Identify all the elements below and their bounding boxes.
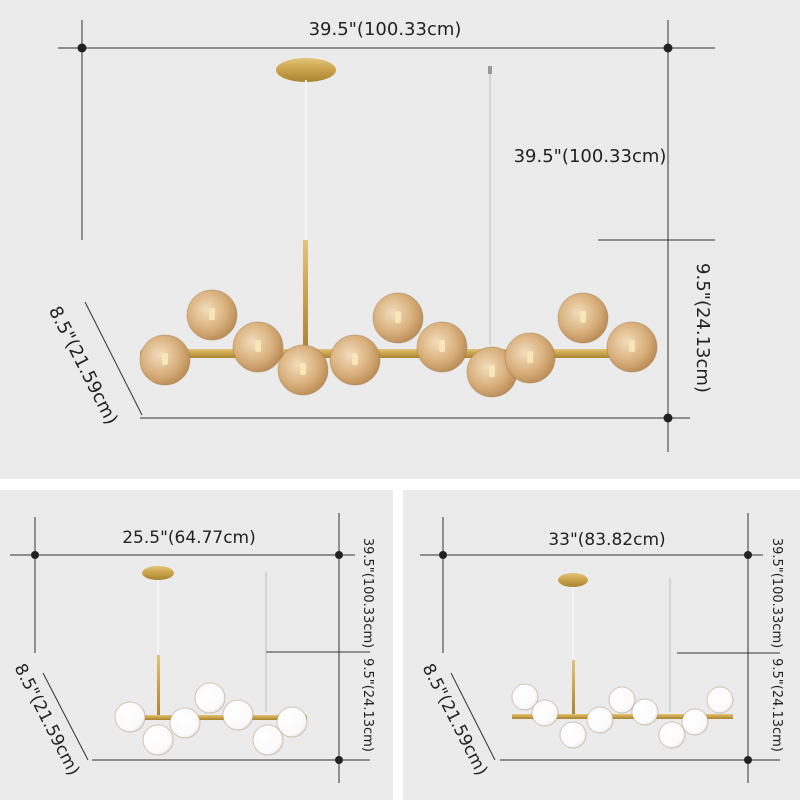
bulb: [162, 353, 168, 365]
glass-globe: [681, 708, 709, 736]
bulb: [580, 311, 586, 323]
bulb: [489, 365, 495, 377]
fixture-height-label: 9.5"(24.13cm): [769, 658, 784, 752]
glass-globe: [559, 721, 587, 749]
dimension-lines: [10, 513, 370, 783]
bulb: [209, 308, 215, 320]
fixture-height-label: 9.5"(24.13cm): [692, 263, 713, 393]
width-label: 39.5"(100.33cm): [309, 19, 462, 40]
bulb: [395, 311, 401, 323]
chandelier-white-medium: [511, 573, 734, 749]
glass-globe: [222, 699, 254, 731]
glass-globe: [658, 721, 686, 749]
bulb: [629, 340, 635, 352]
width-label: 25.5"(64.77cm): [122, 528, 256, 548]
height-label: 39.5"(100.33cm): [360, 538, 375, 648]
glass-globe: [114, 701, 146, 733]
medium-view-panel: [403, 490, 800, 800]
height-label: 39.5"(100.33cm): [769, 538, 784, 648]
fixture-height-label: 9.5"(24.13cm): [360, 658, 375, 752]
glass-globe: [169, 707, 201, 739]
height-label: 39.5"(100.33cm): [514, 146, 667, 167]
glass-globe: [586, 706, 614, 734]
small-view-panel: [0, 490, 393, 800]
chandelier-amber: [139, 58, 658, 398]
bulb: [439, 340, 445, 352]
glass-globe: [631, 698, 659, 726]
glass-globe: [142, 724, 174, 756]
dimension-lines: [58, 20, 715, 452]
width-label: 33"(83.82cm): [548, 530, 665, 550]
glass-globe: [608, 686, 636, 714]
glass-globe: [511, 683, 539, 711]
chandelier-white-small: [114, 566, 308, 756]
glass-globe: [252, 724, 284, 756]
glass-globe: [531, 699, 559, 727]
dimension-lines: [420, 513, 780, 783]
glass-globe: [194, 682, 226, 714]
bulb: [352, 353, 358, 365]
bulb: [527, 351, 533, 363]
glass-globe: [276, 706, 308, 738]
bulb: [300, 363, 306, 375]
glass-globe: [706, 686, 734, 714]
bulb: [255, 340, 261, 352]
